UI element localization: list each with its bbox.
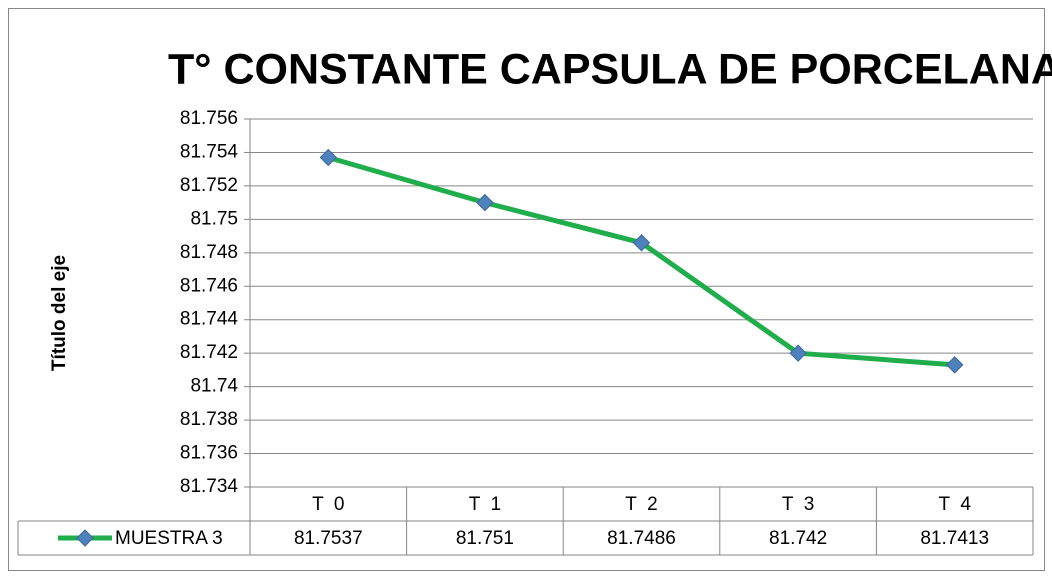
data-point (632, 234, 651, 252)
y-tick-label: 81.746 (180, 275, 238, 296)
y-tick-label: 81.752 (180, 175, 238, 196)
y-axis-label: Título del eje (49, 255, 70, 371)
y-tick-label: 81.748 (180, 242, 238, 263)
x-tick-label: T 1 (469, 494, 501, 515)
x-tick-label: T 3 (782, 494, 814, 515)
legend-marker (76, 529, 94, 547)
x-tick-label: T 4 (939, 494, 972, 515)
data-point (319, 148, 338, 167)
data-point (789, 344, 807, 362)
y-tick-label: 81.742 (180, 342, 238, 363)
table-value: 81.7486 (607, 528, 676, 549)
y-tick-label: 81.744 (180, 309, 239, 330)
chart-title: T° CONSTANTE CAPSULA DE PORCELANA (168, 45, 1052, 93)
y-tick-label: 81.75 (190, 208, 238, 229)
y-tick-label: 81.736 (180, 443, 238, 464)
y-tick-label: 81.738 (180, 409, 238, 430)
x-tick-label: T 0 (312, 494, 344, 515)
data-point (945, 356, 964, 374)
table-value: 81.751 (456, 528, 514, 549)
table-value: 81.7537 (294, 528, 363, 549)
data-point (476, 193, 494, 212)
table-value: 81.742 (769, 528, 827, 549)
y-tick-label: 81.756 (180, 108, 238, 129)
chart-frame (8, 8, 1045, 571)
legend-label: MUESTRA 3 (115, 528, 223, 549)
y-tick-label: 81.74 (190, 376, 238, 397)
y-tick-label: 81.754 (180, 141, 239, 162)
y-tick-label: 81.734 (180, 476, 239, 497)
table-value: 81.7413 (920, 528, 989, 549)
x-tick-label: T 2 (625, 494, 657, 515)
